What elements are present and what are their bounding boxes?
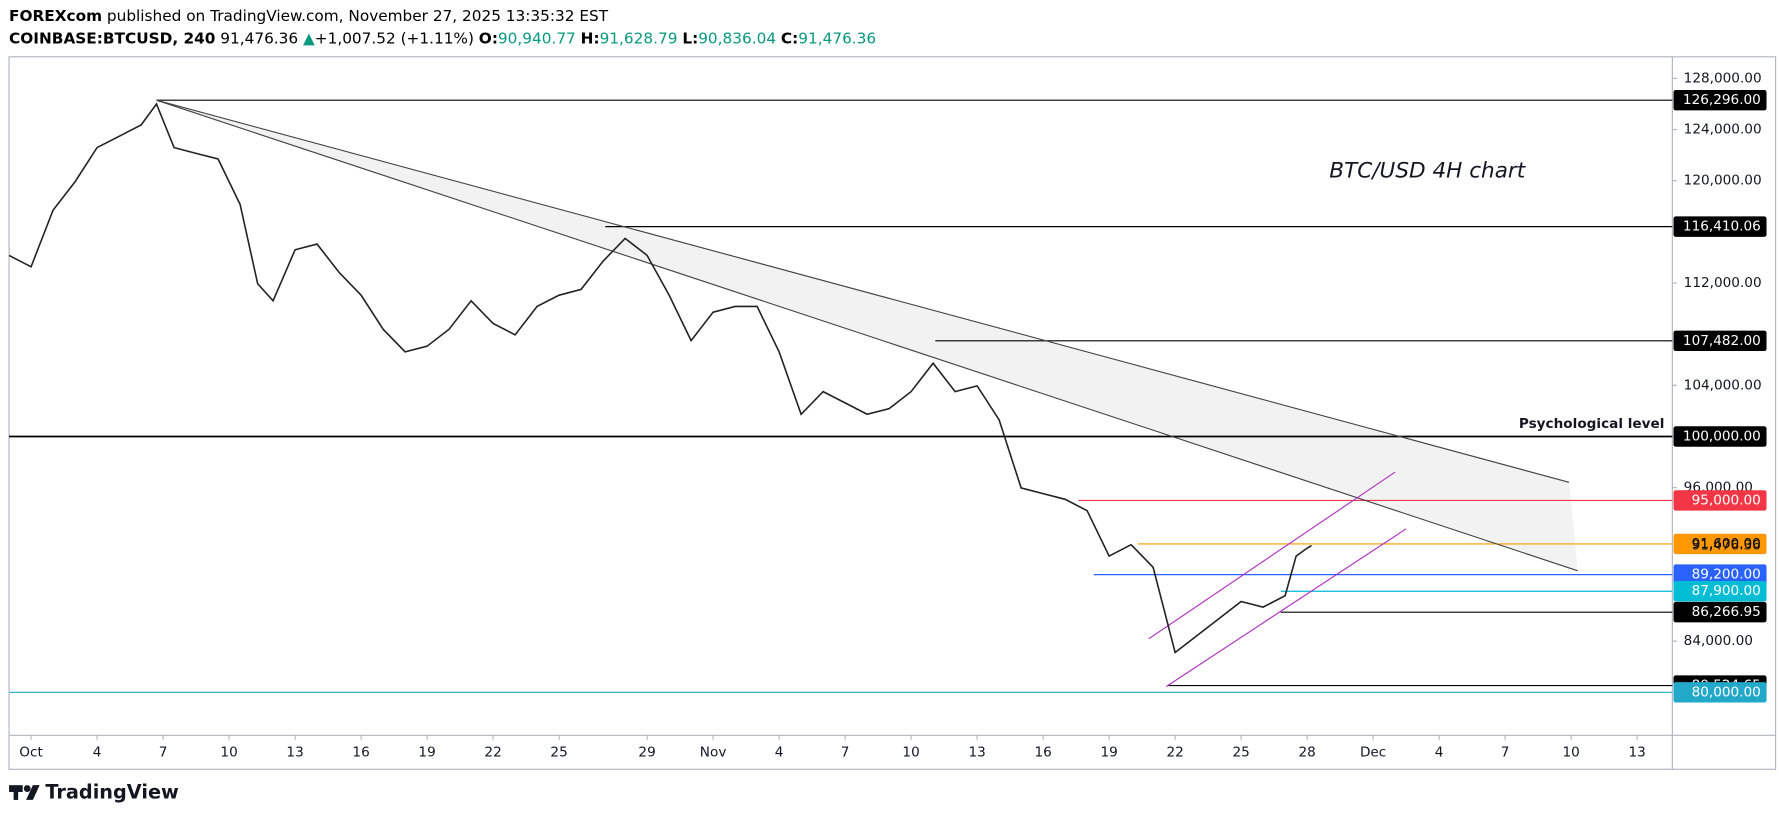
x-tick-label: 19 — [418, 744, 435, 760]
level-label: 86,266.95 — [1692, 604, 1761, 620]
logo-mark — [13, 791, 19, 800]
last-price-label: 91,476.36 — [1692, 538, 1761, 554]
x-tick-label: Dec — [1360, 744, 1386, 760]
level-label-box — [1673, 490, 1767, 511]
publisher: FOREXcom — [9, 6, 102, 24]
x-tick-label: 16 — [352, 744, 369, 760]
ohlc-value: 90,836.04 — [698, 29, 776, 47]
x-tick-label: Nov — [700, 744, 727, 760]
x-tick-label: 10 — [220, 744, 237, 760]
x-tick-label: 25 — [550, 744, 567, 760]
x-tick-label: 25 — [1232, 744, 1249, 760]
x-tick-label: 4 — [93, 744, 102, 760]
level-label-box — [1673, 216, 1767, 237]
logo-mark — [9, 785, 23, 792]
y-tick-label: 112,000.00 — [1684, 275, 1762, 291]
level-label: 91,600.00 — [1692, 536, 1761, 552]
level-label-box — [1673, 426, 1767, 447]
level-label-box — [1673, 89, 1767, 111]
level-label-box — [1673, 533, 1767, 555]
trendline — [156, 99, 1578, 572]
logo: TradingView — [9, 781, 179, 804]
trendline — [1148, 471, 1396, 640]
level-label: 107,482.00 — [1683, 333, 1761, 349]
change-arrow: ▲ — [303, 29, 315, 47]
x-tick-label: 13 — [1628, 744, 1645, 760]
x-tick-label: 22 — [1166, 744, 1183, 760]
x-tick-label: 29 — [638, 744, 655, 760]
level-label: 87,900.00 — [1692, 583, 1761, 599]
price-line — [8, 102, 1312, 654]
level-label: 116,410.06 — [1683, 219, 1761, 235]
frame — [8, 56, 1777, 770]
y-tick-label: 104,000.00 — [1684, 377, 1762, 393]
level-label-box — [1673, 330, 1767, 352]
ohlc-value: 90,940.77 — [498, 29, 576, 47]
y-tick-label: 120,000.00 — [1684, 173, 1762, 189]
annotation: BTC/USD 4H chart — [1329, 158, 1526, 183]
level-label-box — [1673, 581, 1767, 602]
trendline — [1166, 528, 1407, 688]
x-tick-label: 19 — [1100, 744, 1117, 760]
x-tick-label: 13 — [968, 744, 985, 760]
level-label: 80,000.00 — [1692, 684, 1761, 700]
level-label: 95,000.00 — [1692, 492, 1761, 508]
published: published on TradingView.com, November 2… — [107, 6, 609, 24]
x-tick-label: 10 — [902, 744, 919, 760]
level-label-box — [1673, 564, 1767, 585]
ohlc-key: O: — [479, 29, 498, 47]
trendline — [156, 99, 1570, 483]
annotation: Psychological level — [1519, 416, 1665, 432]
level-label-box — [1673, 601, 1767, 623]
level-label: 126,296.00 — [1683, 92, 1761, 108]
change: +1,007.52 (+1.11%) — [315, 29, 474, 47]
brand: TradingView — [45, 781, 179, 804]
x-tick-label: 10 — [1562, 744, 1579, 760]
y-tick-label: 128,000.00 — [1684, 70, 1762, 86]
ohlc-key: C: — [781, 29, 798, 47]
ohlc-value: 91,628.79 — [600, 29, 678, 47]
x-tick-label: 16 — [1034, 744, 1051, 760]
x-tick-label: 22 — [484, 744, 501, 760]
logo-mark — [23, 785, 31, 792]
x-tick-label: 4 — [1435, 744, 1444, 760]
x-tick-label: 7 — [159, 744, 168, 760]
level-label: 89,200.00 — [1692, 567, 1761, 583]
x-tick-label: 7 — [841, 744, 850, 760]
logo-mark — [26, 785, 40, 800]
header-line: FOREXcom published on TradingView.com, N… — [9, 6, 609, 24]
x-tick-label: 13 — [286, 744, 303, 760]
ohlc-key: L: — [682, 29, 698, 47]
x-tick-label: 4 — [775, 744, 784, 760]
x-tick-label: Oct — [19, 744, 43, 760]
symbol: COINBASE:BTCUSD, 240 — [9, 29, 215, 47]
y-tick-label: 124,000.00 — [1684, 122, 1762, 138]
ohlc-value: 91,476.36 — [798, 29, 876, 47]
level-label-box — [1673, 682, 1767, 703]
x-tick-label: 7 — [1501, 744, 1510, 760]
symbol-line: COINBASE:BTCUSD, 240 91,476.36 ▲+1,007.5… — [9, 29, 876, 47]
level-label: 100,000.00 — [1683, 428, 1761, 444]
ohlc-key: H: — [581, 29, 600, 47]
y-tick-label: 84,000.00 — [1684, 633, 1753, 649]
last: 91,476.36 — [220, 29, 298, 47]
x-tick-label: 28 — [1298, 744, 1315, 760]
